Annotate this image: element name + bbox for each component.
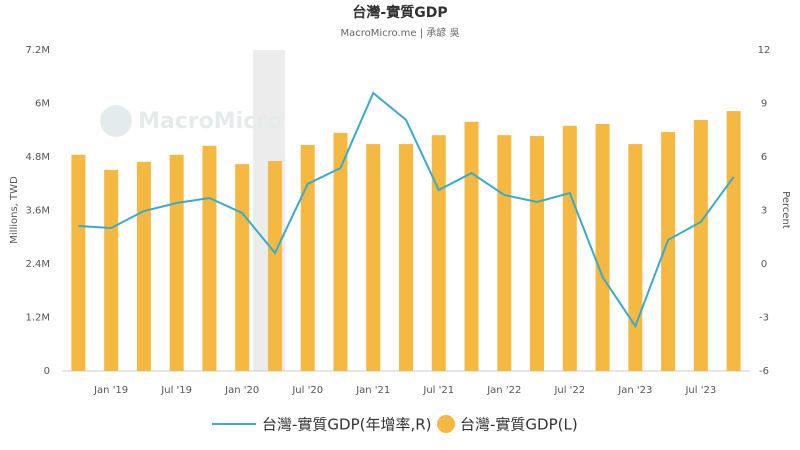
- bar: [104, 169, 119, 371]
- bar: [497, 135, 512, 371]
- bar: [136, 161, 151, 371]
- y2-tick-label: 3: [761, 206, 767, 217]
- y2-tick-label: 12: [758, 45, 771, 56]
- bar: [71, 154, 86, 371]
- x-tick-label: Jul '22: [553, 385, 585, 396]
- watermark-logo: [100, 105, 132, 137]
- y-tick-label: 0: [44, 366, 50, 377]
- legend-label: 台灣-實質GDP(年增率,R): [262, 416, 432, 434]
- bar: [562, 125, 577, 372]
- bar: [202, 145, 217, 371]
- y-tick-label: 3.6M: [25, 206, 50, 217]
- chart-subtitle: MacroMicro.me | 承諺 吳: [341, 26, 460, 39]
- watermark: MacroMicro: [138, 109, 282, 134]
- bar: [595, 124, 610, 371]
- bar: [235, 164, 250, 371]
- y-axis-label: Millions, TWD: [9, 176, 20, 244]
- bar: [661, 132, 676, 371]
- x-tick-label: Jul '20: [291, 385, 323, 396]
- bar: [530, 136, 545, 371]
- bar: [693, 119, 708, 371]
- bar: [431, 135, 446, 371]
- line: [78, 91, 735, 329]
- chart-title: 台灣-實質GDP: [352, 4, 447, 21]
- x-tick-label: Jul '21: [422, 385, 454, 396]
- y-tick-label: 2.4M: [25, 259, 50, 270]
- x-tick-label: Jul '23: [684, 385, 716, 396]
- legend-label: 台灣-實質GDP(L): [460, 416, 578, 434]
- y2-tick-label: 0: [761, 259, 767, 270]
- x-tick-label: Jan '22: [486, 385, 521, 396]
- x-tick-label: Jan '21: [355, 385, 390, 396]
- y2-tick-label: 9: [761, 99, 767, 110]
- x-tick-label: Jan '19: [93, 385, 128, 396]
- bar: [366, 144, 381, 371]
- x-tick-label: Jan '23: [617, 385, 652, 396]
- bar: [300, 144, 315, 371]
- legend-swatch: [437, 415, 455, 433]
- bar: [333, 132, 348, 371]
- bar: [267, 161, 282, 371]
- bar: [399, 144, 413, 371]
- y2-axis-label: Percent: [780, 191, 791, 229]
- y-tick-label: 1.2M: [25, 313, 50, 324]
- y2-tick-label: -6: [759, 366, 769, 377]
- y-tick-label: 6M: [35, 99, 50, 110]
- bar: [169, 154, 184, 371]
- bar: [464, 121, 479, 371]
- x-tick-label: Jul '19: [160, 385, 192, 396]
- y-tick-label: 4.8M: [25, 152, 50, 163]
- y2-tick-label: -3: [759, 313, 769, 324]
- y-tick-label: 7.2M: [25, 45, 50, 56]
- y2-tick-label: 6: [761, 152, 767, 163]
- x-tick-label: Jan '20: [224, 385, 259, 396]
- bar: [726, 111, 741, 372]
- bar: [628, 144, 643, 371]
